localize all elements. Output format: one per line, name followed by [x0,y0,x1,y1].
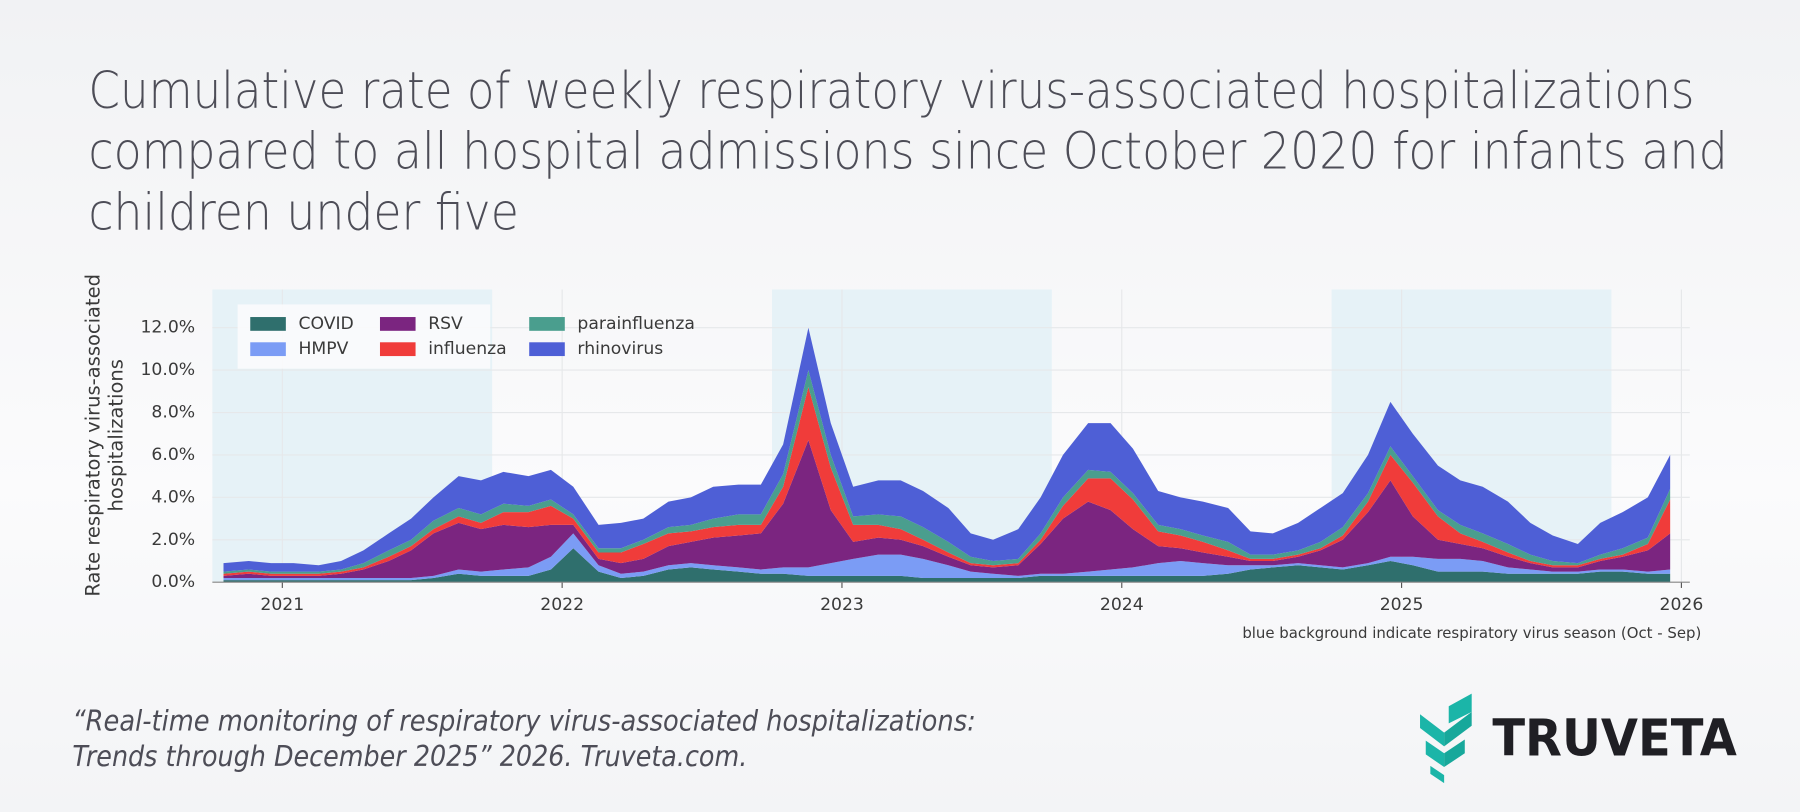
x-tick-label: 2024 [1100,595,1144,615]
x-tick-label: 2022 [540,595,584,615]
y-tick-label: 6.0% [151,445,195,465]
logo-chevron [1444,711,1472,747]
chart-title: compared to all hospital admissions sinc… [88,122,1727,181]
brand-logo [1420,693,1472,784]
logo-chevron [1444,739,1465,768]
area [223,440,1671,578]
y-tick-label: 0.0% [151,572,195,592]
y-tick-label: 12.0% [140,318,195,338]
y-axis-label: hospitalizations [105,359,128,511]
area [223,387,1671,576]
legend-swatch [379,317,416,331]
citation: “Real-time monitoring of respiratory vir… [72,703,975,737]
chart-title: Cumulative rate of weekly respiratory vi… [88,61,1694,120]
y-tick-label: 2.0% [151,530,195,550]
legend-label: COVID [298,314,353,334]
area [223,533,1671,581]
legend-box [237,304,491,369]
x-tick-label: 2023 [820,595,864,615]
logo-chevron [1448,693,1472,724]
y-tick-label: 4.0% [151,487,195,507]
legend-label: RSV [428,314,463,334]
legend: COVID HMPV RSV influenza parainfluenza rhinov… [237,304,695,369]
legend-label: parainfluenza [577,314,695,334]
legend-label: influenza [428,339,506,359]
note: blue background indicate respiratory vir… [1242,624,1701,642]
y-tick-label: 8.0% [151,403,195,423]
logo-chevron [1430,765,1445,784]
legend-swatch [379,342,416,357]
legend-swatch [250,342,286,357]
x-tick-label: 2021 [260,595,304,615]
legend-swatch [529,342,565,357]
chart-title: children under five [88,183,518,242]
legend-label: rhinovirus [577,339,663,359]
citation: Trends through December 2025” 2026. Truv… [72,739,747,773]
brand-name: TRUVETA [1492,708,1737,767]
x-tick-label: 2026 [1660,595,1704,615]
y-axis-label: Rate respiratory virus-associated [82,274,105,597]
logo-chevron [1425,740,1445,768]
area [223,548,1671,583]
legend-label: HMPV [298,339,348,359]
legend-swatch [250,317,286,331]
area [223,327,1671,572]
area [223,370,1671,574]
x-tick-label: 2025 [1380,595,1424,615]
y-tick-label: 10.0% [140,360,195,380]
legend-swatch [529,317,565,331]
logo-chevron [1420,714,1445,747]
